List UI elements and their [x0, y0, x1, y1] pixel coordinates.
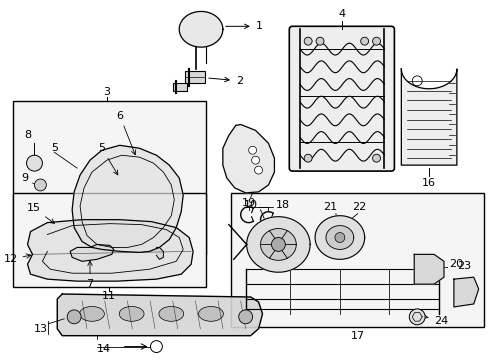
Circle shape	[315, 37, 324, 45]
Text: 19: 19	[241, 198, 255, 208]
Text: 10: 10	[243, 200, 257, 210]
Circle shape	[372, 154, 380, 162]
Polygon shape	[27, 220, 193, 281]
FancyBboxPatch shape	[289, 26, 394, 171]
Text: 8: 8	[24, 130, 31, 140]
Circle shape	[334, 233, 344, 243]
FancyBboxPatch shape	[185, 71, 204, 83]
Text: 12: 12	[3, 254, 31, 264]
Text: 23: 23	[456, 261, 470, 271]
Ellipse shape	[119, 306, 144, 321]
Circle shape	[34, 179, 46, 191]
Circle shape	[304, 37, 311, 45]
Text: 5: 5	[51, 143, 58, 153]
Text: 4: 4	[338, 9, 345, 19]
Text: 24: 24	[422, 314, 447, 326]
Polygon shape	[246, 217, 309, 272]
Circle shape	[372, 37, 380, 45]
Circle shape	[26, 155, 42, 171]
Text: 6: 6	[116, 111, 135, 155]
Polygon shape	[179, 12, 223, 47]
Text: 21: 21	[322, 202, 336, 212]
Text: 7: 7	[86, 261, 93, 289]
Polygon shape	[260, 229, 296, 260]
Polygon shape	[223, 125, 274, 193]
FancyBboxPatch shape	[173, 83, 187, 91]
Circle shape	[271, 238, 285, 251]
Polygon shape	[57, 294, 262, 336]
FancyBboxPatch shape	[13, 101, 205, 255]
Text: 15: 15	[26, 203, 54, 224]
Ellipse shape	[159, 306, 183, 321]
Text: 9: 9	[21, 173, 28, 183]
Ellipse shape	[80, 306, 104, 321]
Circle shape	[248, 146, 256, 154]
Circle shape	[238, 310, 252, 324]
Text: 1: 1	[225, 21, 262, 31]
Text: 22: 22	[352, 202, 366, 212]
Text: 2: 2	[208, 76, 243, 86]
Polygon shape	[314, 216, 364, 259]
Polygon shape	[325, 226, 353, 249]
FancyBboxPatch shape	[230, 193, 483, 327]
Polygon shape	[453, 277, 478, 307]
Text: 17: 17	[350, 331, 364, 341]
Circle shape	[254, 166, 262, 174]
Circle shape	[304, 154, 311, 162]
Text: 11: 11	[102, 291, 116, 301]
Text: 20: 20	[448, 259, 462, 269]
Text: 13: 13	[33, 324, 47, 334]
Polygon shape	[70, 244, 114, 261]
Text: 18: 18	[275, 200, 289, 210]
Text: 5: 5	[98, 143, 118, 175]
Text: 16: 16	[421, 178, 435, 188]
Polygon shape	[401, 69, 456, 165]
Circle shape	[67, 310, 81, 324]
Ellipse shape	[198, 306, 223, 321]
Text: 14: 14	[97, 343, 111, 354]
Polygon shape	[156, 247, 163, 259]
Circle shape	[251, 156, 259, 164]
Text: 3: 3	[103, 87, 110, 97]
Polygon shape	[413, 255, 443, 284]
Circle shape	[408, 309, 424, 325]
FancyBboxPatch shape	[13, 193, 205, 287]
Circle shape	[360, 37, 368, 45]
Polygon shape	[72, 145, 183, 252]
